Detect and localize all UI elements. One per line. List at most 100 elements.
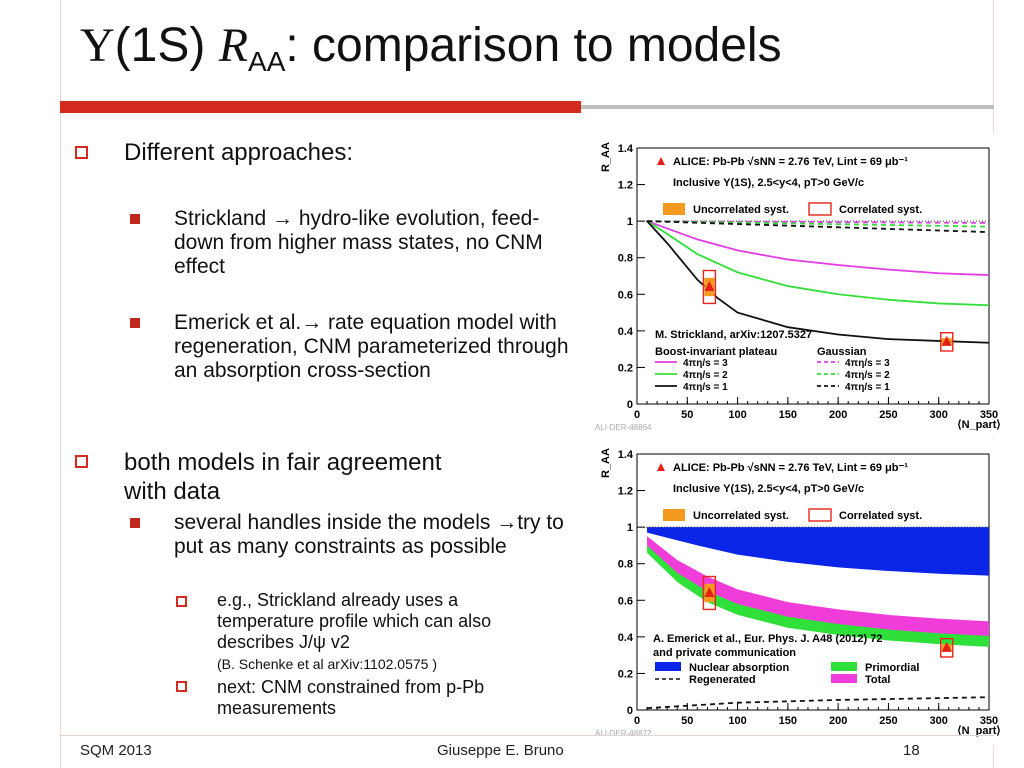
legend-correlated-label: Correlated syst. [839,510,922,522]
x-axis-label: ⟨N_part⟩ [957,419,1000,431]
x-tick-label: 0 [634,715,640,727]
series-line-2 [646,220,990,344]
x-tick-label: 250 [879,409,897,421]
y-tick-label: 0.4 [618,326,634,338]
legend-band-label: Nuclear absorption [689,662,790,674]
legend-band-swatch [831,662,857,671]
y-tick-label: 0.4 [618,632,634,644]
legend-header-2: Inclusive Υ(1S), 2.5<y<4, pT>0 GeV/c [673,483,864,495]
data-point-marker [941,335,952,346]
x-tick-label: 100 [728,409,746,421]
y-tick-label: 1.2 [618,486,633,498]
band-nuclear-absorption [647,527,989,576]
plot-strickland-svg: 0 50 100 150 200 250 300 350 0 0.2 0.4 0.6 0.8 1 1.2 1.… [595,142,1001,432]
y-axis-label: R_AA [600,448,612,478]
legend-series-label: 4πη/s = 1 [683,382,728,393]
x-tick-label: 250 [879,715,897,727]
bullet-different-approaches: Different approaches: [124,139,354,166]
data-point-marker [704,280,715,291]
x-tick-label: 300 [930,715,948,727]
x-tick-label: 350 [980,715,998,727]
legend-series-label: Regenerated [689,674,756,686]
footer-author: Giuseppe E. Bruno [437,742,564,759]
x-tick-label: 100 [728,715,746,727]
legend-band-label: Primordial [865,662,919,674]
y-tick-label: 1 [627,216,633,228]
model-reference: A. Emerick et al., Eur. Phys. J. A48 (20… [653,633,883,645]
bullet-filled-square-icon [130,214,140,224]
footer-page-number: 18 [903,742,920,759]
legend-correlated-swatch [808,202,832,216]
y-tick-label: 1.4 [618,449,634,461]
bullet-square-icon [176,596,187,607]
bullet-handles: several handles inside the models →try t… [174,511,564,558]
title-underline-red [60,101,581,113]
y-tick-label: 0 [627,705,633,717]
legend-uncorrelated-swatch [663,203,685,215]
data-point-marker [704,586,715,597]
bullet-eg-strickland: e.g., Strickland already uses a temperat… [217,590,492,652]
correlated-syst-box [940,637,954,658]
y-tick-label: 0.6 [618,289,633,301]
correlated-syst-box [940,331,954,352]
y-tick-label: 1.4 [618,143,634,155]
series-line-0 [647,696,990,710]
x-tick-label: 0 [634,409,640,421]
y-tick-label: 0.6 [618,595,633,607]
bullet-square-icon [176,681,187,692]
x-tick-label: 150 [779,715,797,727]
legend-marker-triangle [657,157,665,165]
x-tick-label: 150 [779,409,797,421]
series-line-4 [647,220,990,228]
legend-correlated-label: Correlated syst. [839,204,922,216]
series-line-0 [646,220,990,276]
y-tick-label: 1 [627,522,633,534]
legend-series-label: 4πη/s = 2 [683,370,728,381]
bullet-filled-square-icon [130,518,140,528]
y-tick-label: 0.8 [618,253,633,265]
bullet-square-icon [75,455,88,468]
x-axis-label: ⟨N_part⟩ [957,725,1000,737]
watermark: ALI-DER-48864 [595,423,652,432]
legend-band-swatch [831,674,857,683]
y-tick-label: 0.2 [618,668,633,680]
legend-uncorrelated-swatch [663,509,685,521]
correlated-syst-box [702,575,717,611]
y-tick-label: 0.2 [618,362,633,374]
title-underline-gray [581,105,994,109]
legend-marker-triangle [657,463,665,471]
legend-correlated-swatch [808,508,832,522]
bullet-emerick: Emerick et al.→ rate equation model with… [174,311,569,382]
legend-series-label: 4πη/s = 3 [845,358,890,369]
legend-series-label: 4πη/s = 1 [845,382,890,393]
plot-frame [636,147,990,405]
bullet-filled-square-icon [130,318,140,328]
x-tick-label: 200 [829,409,847,421]
x-tick-label: 200 [829,715,847,727]
x-tick-label: 300 [930,409,948,421]
bullet-square-icon [75,146,88,159]
legend-series-label: 4πη/s = 2 [845,370,890,381]
footer-divider [60,735,994,736]
bullet-both-models: both models in fair agreement with data [124,449,442,505]
legend-series-label: 4πη/s = 3 [683,358,728,369]
slide-title: Υ(1S) RAA: comparison to models [80,19,782,77]
footer-conference: SQM 2013 [80,742,152,759]
x-tick-label: 50 [681,409,693,421]
legend-header-2: Inclusive Υ(1S), 2.5<y<4, pT>0 GeV/c [673,177,864,189]
legend-header-1: ALICE: Pb-Pb √sNN = 2.76 TeV, Lint = 69 … [673,156,908,168]
model-reference: M. Strickland, arXiv:1207.5327 [655,329,812,341]
plot-emerick-svg: 0 50 100 150 200 250 300 350 0 0.2 0.4 0.6 0.8 1 1.2 1.… [595,448,1001,738]
series-line-5 [647,220,990,234]
correlated-syst-box [702,269,717,305]
model-reference-2: and private communication [653,647,796,659]
legend-group-right: Gaussian [817,346,867,358]
plot-strickland: 0 50 100 150 200 250 300 350 0 0.2 0.4 0.6 0.8 1 1.2 1.… [593,134,1017,439]
x-tick-label: 350 [980,409,998,421]
y-axis-label: R_AA [600,142,612,172]
legend-header-1: ALICE: Pb-Pb √sNN = 2.76 TeV, Lint = 69 … [673,462,908,474]
bullet-strickland: Strickland → hydro-like evolution, feed-… [174,207,543,278]
data-point-marker [941,641,952,652]
legend-group-left: Boost-invariant plateau [655,346,777,358]
y-tick-label: 0 [627,399,633,411]
